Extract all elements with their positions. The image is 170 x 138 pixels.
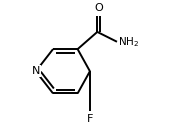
Text: N: N: [32, 66, 40, 76]
Text: F: F: [87, 114, 93, 124]
Text: NH$_2$: NH$_2$: [118, 35, 139, 49]
Text: O: O: [94, 3, 103, 13]
